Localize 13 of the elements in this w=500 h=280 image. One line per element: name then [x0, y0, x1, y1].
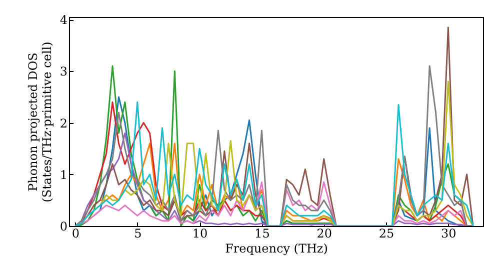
- y-tick-label: 1: [60, 168, 68, 182]
- y-tick-label: 3: [60, 64, 68, 79]
- x-axis-title: Frequency (THz): [225, 242, 328, 256]
- x-tick-label: 20: [316, 226, 332, 240]
- x-tick-label: 5: [134, 226, 142, 240]
- x-tick-label: 25: [378, 226, 394, 240]
- x-tick-label: 15: [254, 226, 270, 240]
- x-tick-label: 10: [192, 226, 208, 240]
- y-tick-label: 2: [60, 116, 68, 130]
- y-tick-label: 4: [60, 13, 68, 28]
- y-axis-title: Phonon projected DOS (States/THz·primitive cell): [26, 42, 54, 202]
- x-tick-label: 0: [72, 226, 80, 240]
- x-tick-label: 30: [441, 226, 456, 240]
